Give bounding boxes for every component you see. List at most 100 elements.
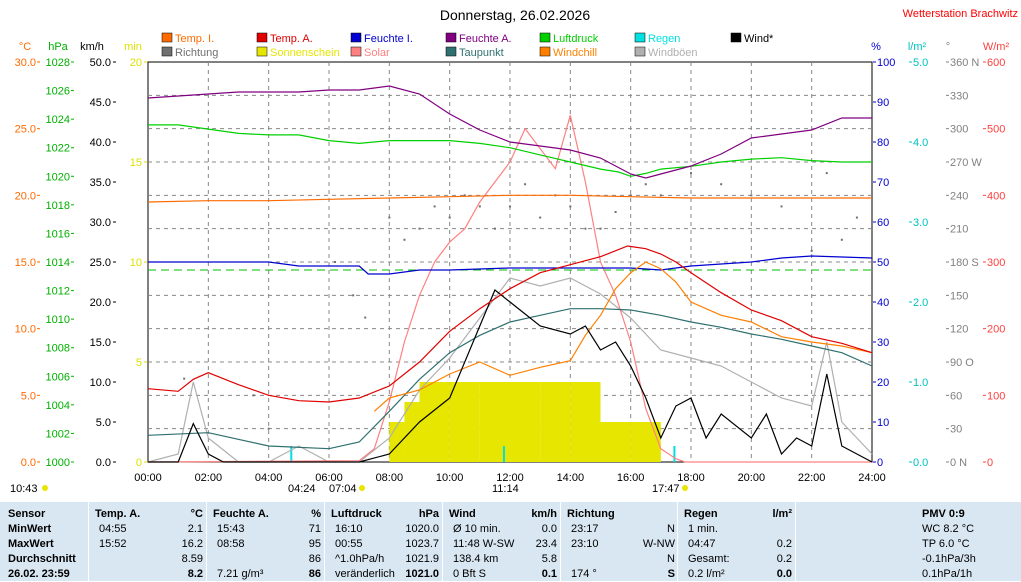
tick-label: 24:00 [858, 472, 886, 484]
tick-label: 20.0 [15, 190, 36, 202]
stats-value: 0.2 [776, 538, 792, 550]
stats-value: 8.59 [181, 553, 203, 565]
legend-label: Regen [648, 33, 680, 45]
axis-unit-label: hPa [48, 41, 68, 53]
tick-label: 25.0 [15, 124, 36, 136]
direction-point [463, 194, 466, 197]
stats-value: N [667, 523, 675, 535]
stats-cell: 15:43 [217, 523, 245, 535]
direction-point [352, 294, 355, 297]
tick-label: 30.0 [90, 217, 111, 229]
noon-time: 11:14 [492, 483, 519, 495]
tick-label: 2.0 [913, 297, 928, 309]
axis-unit-label: km/h [80, 41, 104, 53]
direction-point [584, 227, 587, 230]
direction-point [493, 227, 496, 230]
tick-label: 20.0 [90, 297, 111, 309]
stats-header: Luftdruck [331, 508, 382, 520]
stats-cell: 138.4 km [453, 553, 499, 565]
direction-point [183, 377, 186, 380]
direction-point [644, 183, 647, 186]
direction-point [403, 238, 406, 241]
tick-label: 210 [950, 224, 968, 236]
tick-label: 1006 [46, 371, 70, 383]
pmv-line: 0.1hPa/1h [922, 568, 973, 580]
direction-point [334, 261, 337, 263]
legend-label: Luftdruck [553, 33, 599, 45]
stats-value: 5.8 [541, 553, 557, 565]
sunrise-time: 07:04 [329, 483, 357, 495]
legend-label: Taupunkt [459, 47, 504, 59]
stats-divider [560, 502, 561, 581]
sunshine-bar [570, 382, 601, 462]
tick-label: 0 [877, 457, 883, 469]
stats-cell: 04:47 [688, 538, 716, 550]
stats-row-label: MaxWert [8, 538, 54, 550]
tick-label: 16:00 [617, 472, 645, 484]
sunshine-bar [600, 422, 631, 462]
tick-label: 0.0 [21, 457, 36, 469]
tick-label: 35.0 [90, 177, 111, 189]
tick-label: 1014 [46, 257, 70, 269]
legend-label: Feuchte I. [364, 33, 413, 45]
series-line [147, 245, 873, 403]
tick-label: 1.0 [913, 377, 928, 389]
sunshine-bar [540, 382, 571, 462]
tick-label: 15.0 [90, 337, 111, 349]
series-line [148, 124, 872, 177]
tick-label: 02:00 [195, 472, 223, 484]
legend: Temp. I. Temp. A. Feuchte I. Feuchte A. Luft… [161, 32, 774, 59]
tick-label: 1024 [46, 114, 70, 126]
stats-cell: 04:55 [99, 523, 127, 535]
legend-swatch [256, 46, 268, 57]
pmv-header: PMV 0:9 [922, 508, 965, 520]
direction-point [780, 205, 783, 208]
axis-unit-label: min [124, 41, 142, 53]
station-name: Wetterstation Brachwitz [903, 8, 1018, 20]
tick-label: 0.0 [96, 457, 111, 469]
direction-point [252, 394, 255, 397]
direction-point [810, 249, 813, 252]
tick-label: 1012 [46, 286, 70, 298]
stats-value: 0.0 [541, 523, 557, 535]
legend-label: Windchill [553, 47, 597, 59]
time-markers: 10:43 04:24 07:04 11:14 17:47 [10, 483, 688, 495]
sunset-time: 17:47 [652, 483, 680, 495]
tick-label: 45.0 [90, 97, 111, 109]
direction-point [614, 211, 617, 213]
stats-cell: 00:55 [335, 538, 363, 550]
sunshine-bar [479, 382, 510, 462]
legend-swatch [730, 32, 742, 43]
tick-label: 5.0 [21, 390, 36, 402]
legend-swatch [256, 32, 268, 43]
direction-point [840, 238, 843, 241]
stats-divider [442, 502, 443, 581]
pmv-line: -0.1hPa/3h [922, 553, 976, 565]
moonrise-time: 04:24 [288, 483, 316, 495]
direction-point [825, 172, 828, 175]
series-line [147, 308, 873, 450]
stats-value: 2.1 [187, 523, 203, 535]
tick-label: 14:00 [557, 472, 585, 484]
sunshine-bar [419, 382, 450, 462]
legend-label: Sonnenschein [270, 47, 340, 59]
tick-label: 04:00 [255, 472, 283, 484]
sun-icon [359, 485, 365, 491]
sunshine-bar [389, 422, 405, 462]
tick-label: 360 N [950, 57, 979, 69]
tick-label: 150 [950, 290, 968, 302]
tick-label: 12:00 [496, 472, 524, 484]
tick-label: 40 [877, 297, 889, 309]
tick-label: 180 S [950, 257, 979, 269]
legend-swatch [445, 32, 457, 43]
tick-label: 60 [950, 390, 962, 402]
stats-cell: veränderlich [335, 568, 395, 580]
stats-divider [324, 502, 325, 581]
tick-label: 00:00 [134, 472, 162, 484]
tick-label: 5 [136, 357, 142, 369]
tick-label: 90 [877, 97, 889, 109]
direction-point [388, 216, 391, 219]
tick-label: 1004 [46, 400, 70, 412]
rain-bar [290, 446, 293, 462]
stats-cell: 23:10 [571, 538, 599, 550]
